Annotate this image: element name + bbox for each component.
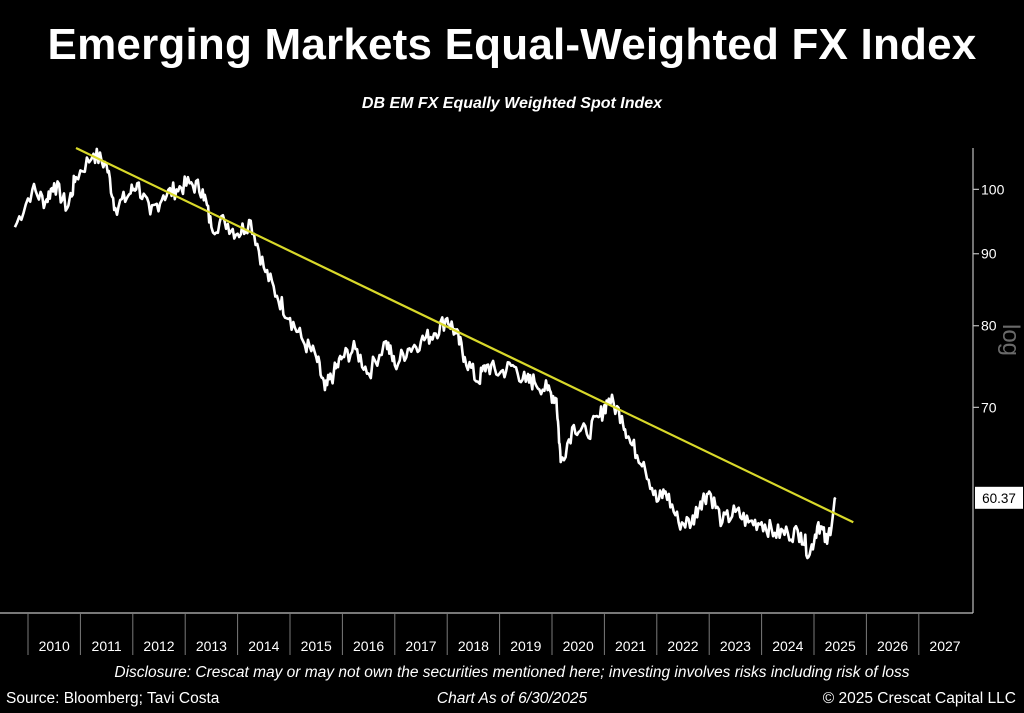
x-tick-label: 2025 bbox=[825, 638, 856, 654]
as-of-text: Chart As of 6/30/2025 bbox=[436, 690, 588, 707]
y-scale-label: log bbox=[997, 324, 1024, 356]
x-tick-label: 2020 bbox=[563, 638, 594, 654]
x-tick-label: 2012 bbox=[143, 638, 174, 654]
x-tick-label: 2023 bbox=[720, 638, 751, 654]
x-tick-label: 2022 bbox=[667, 638, 698, 654]
y-tick-label: 70 bbox=[981, 399, 997, 415]
x-tick-label: 2021 bbox=[615, 638, 646, 654]
x-tick-label: 2018 bbox=[458, 638, 489, 654]
x-tick-label: 2014 bbox=[248, 638, 279, 654]
x-tick-label: 2016 bbox=[353, 638, 384, 654]
x-tick-label: 2017 bbox=[405, 638, 436, 654]
y-tick-label: 90 bbox=[981, 246, 997, 262]
x-tick-label: 2015 bbox=[301, 638, 332, 654]
x-tick-label: 2013 bbox=[196, 638, 227, 654]
plot-area bbox=[13, 147, 854, 560]
chart-title: Emerging Markets Equal-Weighted FX Index bbox=[47, 20, 977, 69]
chart-subtitle: DB EM FX Equally Weighted Spot Index bbox=[361, 95, 663, 112]
x-tick-label: 2024 bbox=[772, 638, 803, 654]
x-tick-label: 2011 bbox=[92, 638, 122, 654]
x-tick-label: 2027 bbox=[929, 638, 960, 654]
series-line-em-fx-index bbox=[13, 147, 837, 560]
last-value-box bbox=[975, 486, 1023, 509]
y-tick-label: 100 bbox=[981, 181, 1005, 197]
x-tick-label: 2019 bbox=[510, 638, 541, 654]
y-tick-label: 80 bbox=[981, 318, 997, 334]
source-text: Source: Bloomberg; Tavi Costa bbox=[6, 690, 220, 707]
disclosure-text: Disclosure: Crescat may or may not own t… bbox=[114, 664, 910, 681]
last-value-label: 60.37 bbox=[982, 491, 1016, 506]
x-tick-label: 2010 bbox=[39, 638, 70, 654]
copyright-text: © 2025 Crescat Capital LLC bbox=[822, 690, 1016, 707]
x-tick-label: 2026 bbox=[877, 638, 908, 654]
trendline bbox=[75, 147, 854, 524]
